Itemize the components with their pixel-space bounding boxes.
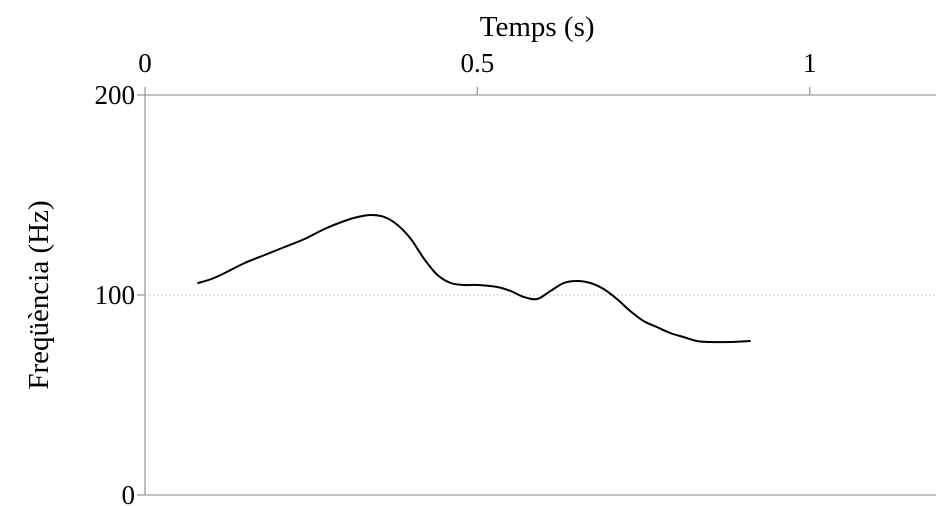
x-ticks: 0 0.5 1 [138, 48, 816, 95]
y-tick-label: 0 [122, 480, 136, 506]
x-axis-title: Temps (s) [480, 11, 595, 43]
series-layer [197, 214, 751, 344]
x-tick-label: 0.5 [460, 48, 494, 78]
y-ticks: 0 100 200 [95, 80, 145, 506]
x-tick-label: 0 [138, 48, 152, 78]
pitch-contour-line [197, 214, 751, 344]
y-tick-label: 200 [95, 80, 136, 110]
y-tick-label: 100 [95, 280, 136, 310]
y-axis-title: Freqüència (Hz) [23, 200, 55, 389]
x-tick-label: 1 [803, 48, 817, 78]
